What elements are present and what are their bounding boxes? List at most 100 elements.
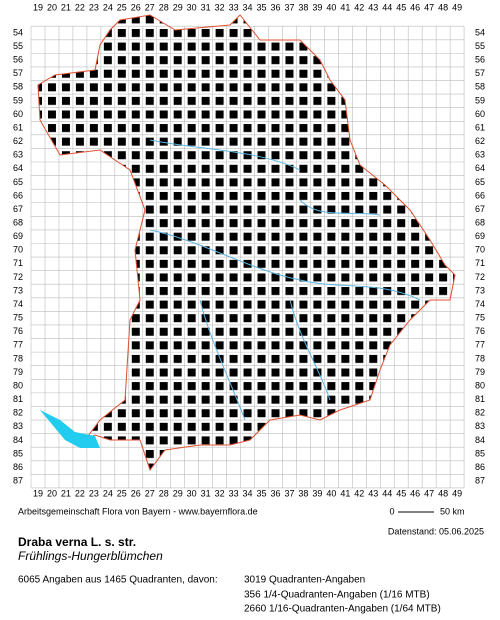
rivers [149,139,421,421]
row-label: 80 [475,380,485,390]
column-label: 43 [368,2,378,12]
column-label: 47 [424,488,434,498]
row-label: 59 [13,95,23,105]
column-label: 35 [257,488,267,498]
column-label: 35 [257,2,267,12]
row-label: 78 [475,353,485,363]
row-label: 54 [13,27,23,37]
column-label: 31 [201,488,211,498]
row-label: 85 [13,448,23,458]
row-label: 71 [13,258,23,268]
row-label: 62 [475,136,485,146]
row-label: 80 [13,380,23,390]
column-label: 48 [438,488,448,498]
column-label: 37 [284,488,294,498]
row-label: 70 [13,245,23,255]
column-label: 49 [452,2,462,12]
row-label: 81 [13,394,23,404]
column-label: 46 [410,488,420,498]
column-label: 28 [159,2,169,12]
column-label: 34 [243,2,253,12]
summary: 6065 Angaben aus 1465 Quadranten, davon: [18,575,218,586]
column-label: 22 [75,488,85,498]
column-label: 38 [298,488,308,498]
column-label: 32 [215,2,225,12]
column-label: 42 [354,488,364,498]
column-label: 45 [396,2,406,12]
row-label: 56 [13,55,23,65]
row-label: 72 [475,272,485,282]
row-label: 79 [475,367,485,377]
column-label: 40 [326,488,336,498]
column-label: 25 [117,488,127,498]
column-label: 30 [187,488,197,498]
row-label: 60 [475,109,485,119]
row-label: 73 [475,285,485,295]
column-label: 23 [89,2,99,12]
column-label: 40 [326,2,336,12]
scale-end: 50 km [440,506,465,516]
column-label: 42 [354,2,364,12]
row-label: 63 [13,150,23,160]
row-label: 70 [475,245,485,255]
column-label: 29 [173,488,183,498]
row-label: 68 [13,217,23,227]
column-label: 39 [312,2,322,12]
column-label: 28 [159,488,169,498]
column-label: 24 [103,488,113,498]
row-label: 64 [13,163,23,173]
row-label: 85 [475,448,485,458]
row-label: 62 [13,136,23,146]
bavaria-distribution [37,14,456,472]
row-label: 56 [475,55,485,65]
column-label: 25 [117,2,127,12]
column-label: 33 [229,2,239,12]
row-label: 65 [13,177,23,187]
row-label: 75 [13,313,23,323]
column-label: 27 [145,488,155,498]
column-label: 26 [131,488,141,498]
species-name: Draba verna L. s. str. [18,535,136,549]
row-label: 58 [13,82,23,92]
row-label: 72 [13,272,23,282]
column-label: 27 [145,2,155,12]
column-label: 21 [61,488,71,498]
row-label: 66 [13,190,23,200]
row-label: 82 [475,408,485,418]
row-label: 77 [475,340,485,350]
row-label: 74 [475,299,485,309]
lake [40,410,100,448]
column-label: 31 [201,2,211,12]
row-label: 65 [475,177,485,187]
column-label: 38 [298,2,308,12]
column-label: 44 [382,488,392,498]
row-label: 57 [13,68,23,78]
column-label: 20 [47,2,57,12]
column-label: 34 [243,488,253,498]
column-label: 36 [270,488,280,498]
row-label: 78 [13,353,23,363]
column-label: 37 [284,2,294,12]
row-label: 61 [13,122,23,132]
row-label: 83 [475,421,485,431]
row-label: 87 [13,476,23,486]
column-label: 47 [424,2,434,12]
credit: Arbeitsgemeinschaft Flora von Bayern - w… [18,506,258,516]
column-label: 26 [131,2,141,12]
stat-line: 356 1/4-Quadranten-Angaben (1/16 MTB) [244,590,430,601]
column-label: 29 [173,2,183,12]
column-label: 32 [215,488,225,498]
column-label: 24 [103,2,113,12]
row-label: 66 [475,190,485,200]
column-label: 41 [340,2,350,12]
column-label: 49 [452,488,462,498]
column-label: 19 [33,488,43,498]
row-label: 60 [13,109,23,119]
row-label: 61 [475,122,485,132]
row-label: 63 [475,150,485,160]
row-label: 69 [13,231,23,241]
row-label: 69 [475,231,485,241]
row-label: 57 [475,68,485,78]
